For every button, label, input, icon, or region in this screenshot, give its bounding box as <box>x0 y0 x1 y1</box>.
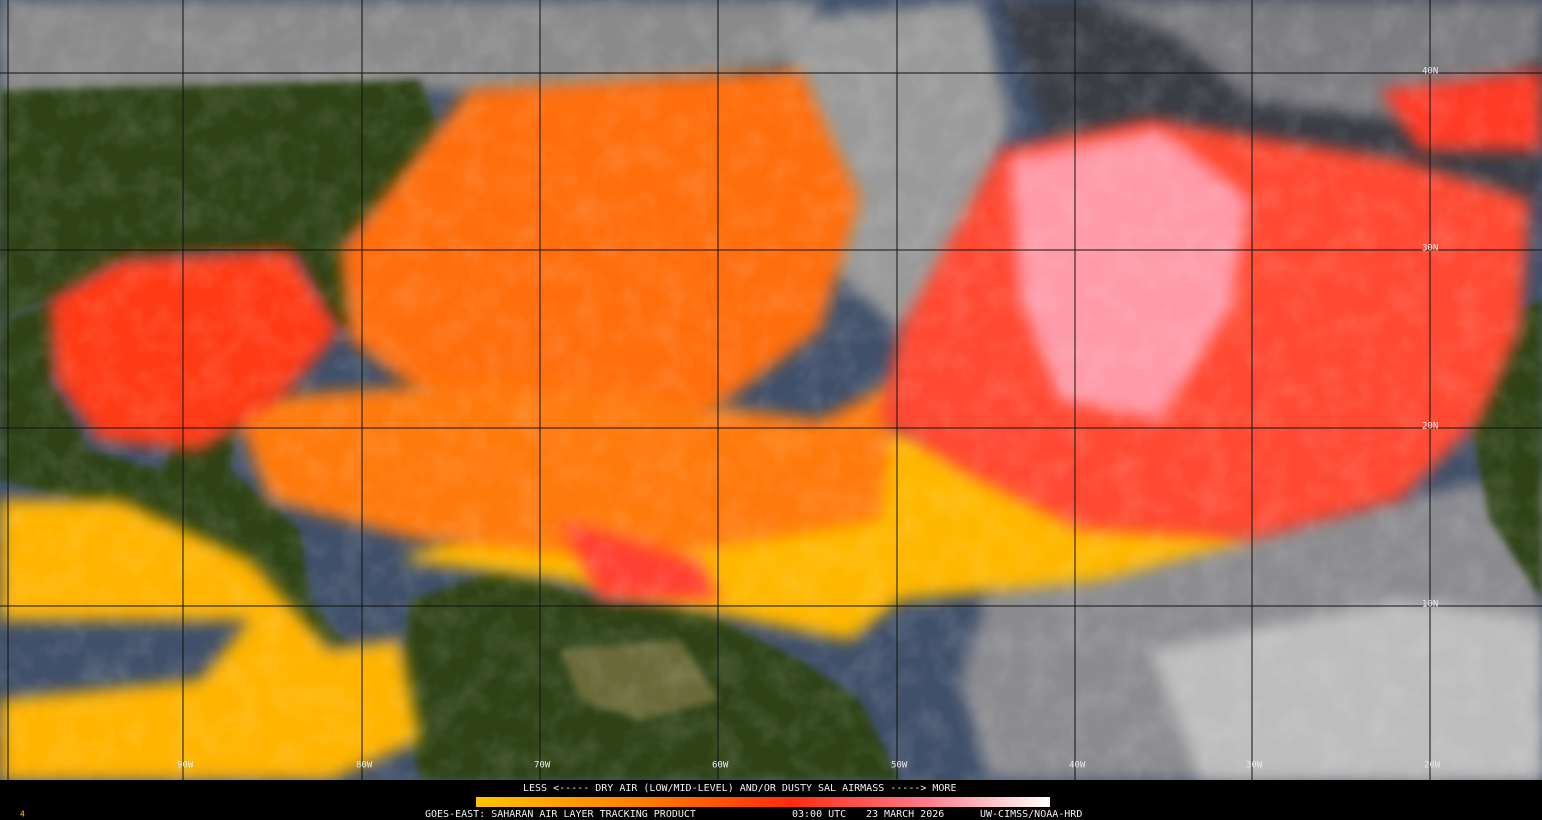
longitude-label: 60W <box>712 761 729 771</box>
legend-caption: LESS <----- DRY AIR (LOW/MID-LEVEL) AND/… <box>523 783 956 794</box>
latitude-label: 10N <box>1422 600 1438 610</box>
latitude-label: 30N <box>1422 244 1438 254</box>
graticule-labels: 90W 80W 70W 60W 50W 40W 30W 20W 40N 30N 20N 10N <box>177 67 1441 771</box>
legend-color-scale <box>476 797 1050 807</box>
imagery-layers <box>0 0 1542 780</box>
credit: UW-CIMSS/NOAA-HRD <box>980 809 1082 820</box>
cloud-texture <box>0 0 1542 780</box>
longitude-label: 70W <box>534 761 551 771</box>
longitude-label: 80W <box>356 761 373 771</box>
latitude-label: 20N <box>1422 422 1438 432</box>
date: 23 MARCH 2026 <box>866 809 944 820</box>
graticule <box>0 0 1542 780</box>
longitude-label: 40W <box>1069 761 1086 771</box>
product-name: GOES-EAST: SAHARAN AIR LAYER TRACKING PR… <box>425 809 696 820</box>
longitude-label: 50W <box>891 761 908 771</box>
latitude-label: 40N <box>1422 67 1438 77</box>
longitude-label: 30W <box>1246 761 1263 771</box>
longitude-label: 90W <box>177 761 194 771</box>
longitude-label: 20W <box>1424 761 1441 771</box>
time: 03:00 UTC <box>792 809 846 820</box>
frame-number: 4 <box>20 810 25 819</box>
